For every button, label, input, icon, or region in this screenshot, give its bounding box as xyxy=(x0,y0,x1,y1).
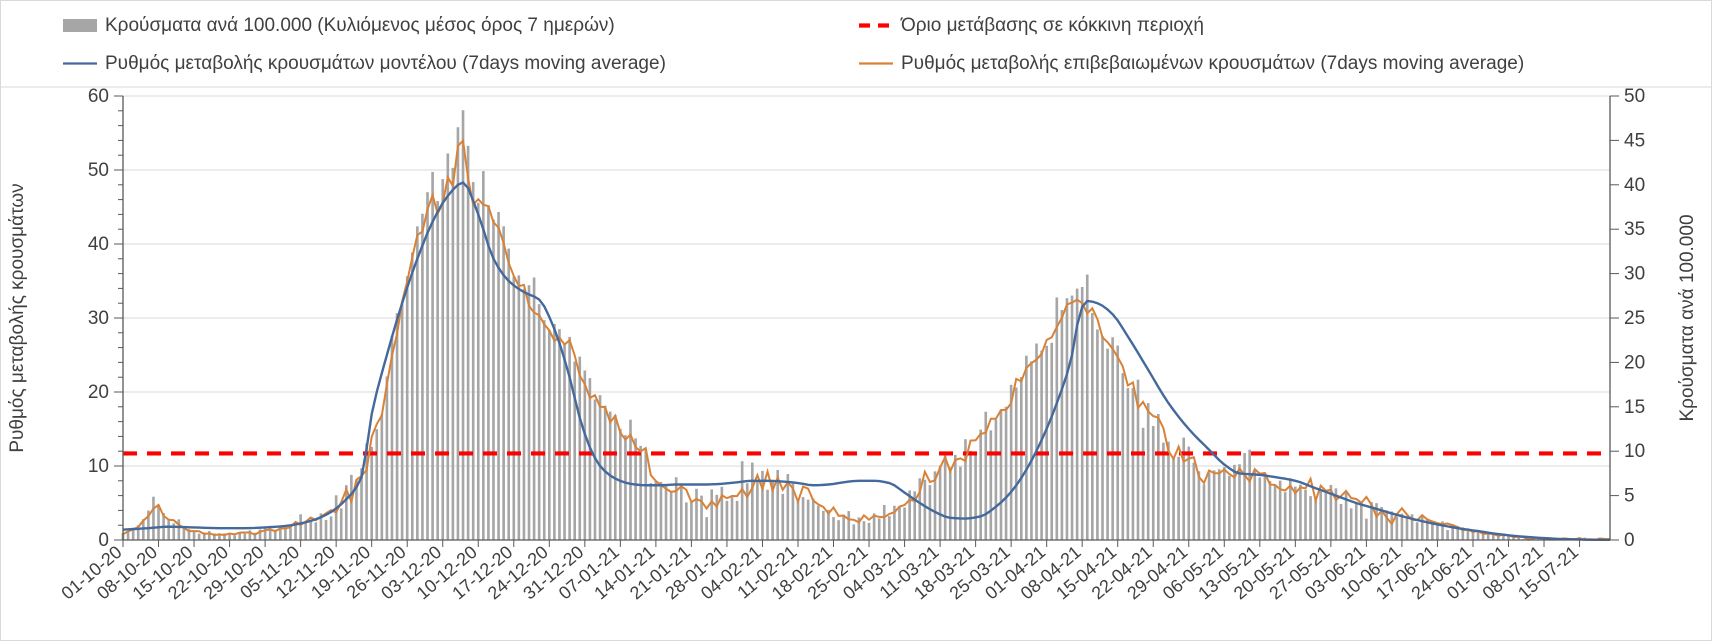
svg-text:15: 15 xyxy=(1624,397,1645,418)
svg-text:40: 40 xyxy=(1624,175,1645,196)
svg-text:Ρυθμός μεταβολής κρουσμάτων: Ρυθμός μεταβολής κρουσμάτων xyxy=(7,183,28,452)
svg-text:10: 10 xyxy=(88,456,109,477)
svg-text:20: 20 xyxy=(1624,352,1645,373)
svg-text:35: 35 xyxy=(1624,219,1645,240)
svg-text:60: 60 xyxy=(88,86,109,107)
svg-text:Κρούσματα ανά 100.000: Κρούσματα ανά 100.000 xyxy=(1677,214,1698,421)
svg-text:Ρυθμός μεταβολής επιβεβαιωμένω: Ρυθμός μεταβολής επιβεβαιωμένων κρουσμάτ… xyxy=(901,53,1524,74)
svg-text:45: 45 xyxy=(1624,130,1645,151)
svg-text:30: 30 xyxy=(88,308,109,329)
svg-text:20: 20 xyxy=(88,382,109,403)
svg-text:5: 5 xyxy=(1624,486,1635,507)
svg-text:0: 0 xyxy=(1624,530,1635,551)
svg-text:25: 25 xyxy=(1624,308,1645,329)
svg-text:Ρυθμός μεταβολής κρουσμάτων μο: Ρυθμός μεταβολής κρουσμάτων μοντέλου (7d… xyxy=(105,53,666,74)
svg-text:Κρούσματα ανά 100.000 (Κυλιόμε: Κρούσματα ανά 100.000 (Κυλιόμενος μέσος … xyxy=(105,15,615,36)
svg-text:10: 10 xyxy=(1624,441,1645,462)
svg-text:40: 40 xyxy=(88,234,109,255)
svg-text:50: 50 xyxy=(1624,86,1645,107)
svg-text:50: 50 xyxy=(88,160,109,181)
svg-text:30: 30 xyxy=(1624,264,1645,285)
svg-text:Όριο μετάβασης σε κόκκινη περι: Όριο μετάβασης σε κόκκινη περιοχή xyxy=(900,15,1204,36)
